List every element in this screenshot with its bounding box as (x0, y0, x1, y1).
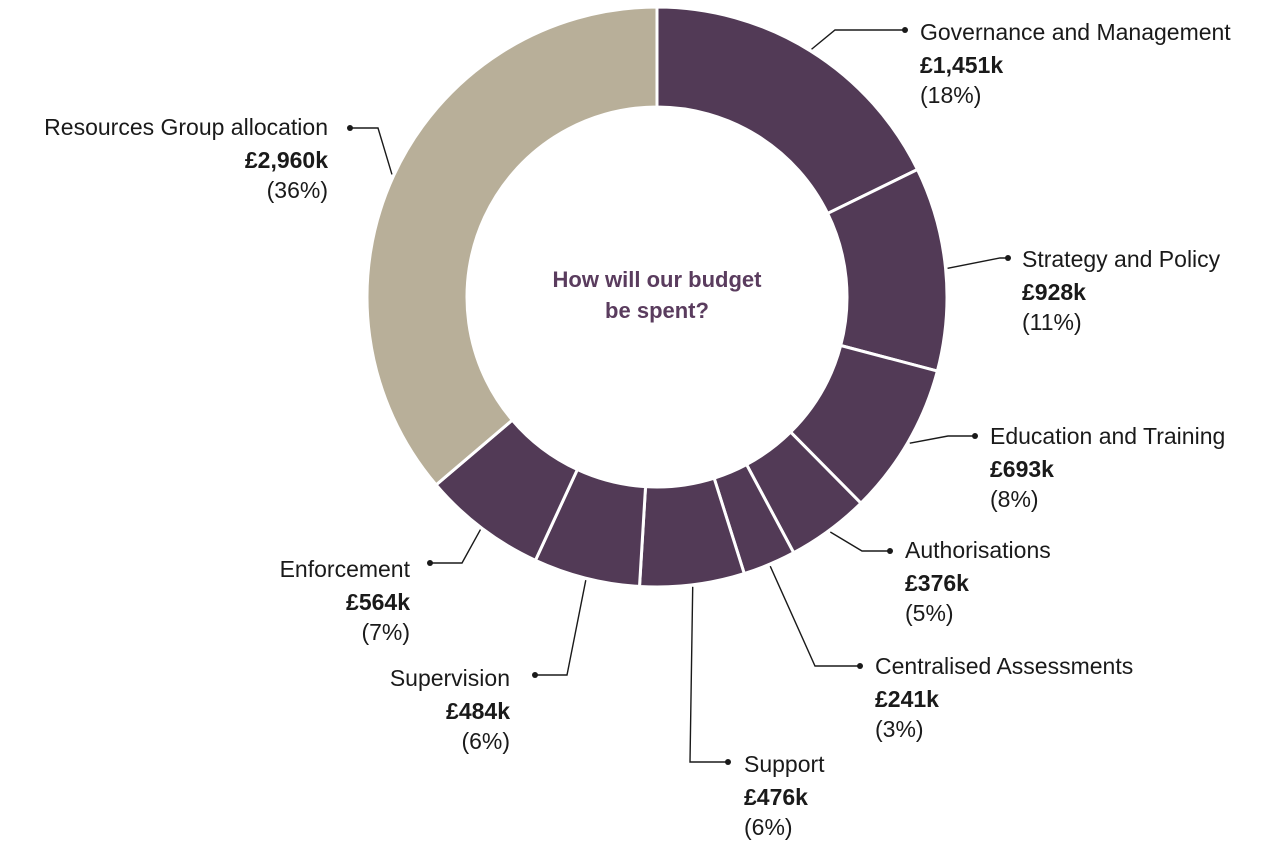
center-title-line-2: be spent? (605, 298, 709, 323)
slice-value-label: £476k (744, 784, 808, 810)
slice-percent-label: (6%) (744, 814, 793, 840)
center-title-line-1: How will our budget (553, 267, 763, 292)
leader-dot (972, 433, 978, 439)
leader-line (430, 529, 482, 564)
slice-percent-label: (7%) (361, 619, 410, 645)
slice-resources-group-allocation (365, 5, 659, 487)
slice-value-label: £928k (1022, 279, 1086, 305)
slice-value-label: £1,451k (920, 52, 1003, 78)
leader-dot (857, 663, 863, 669)
slice-percent-label: (8%) (990, 486, 1039, 512)
leader-dot (532, 672, 538, 678)
leader-line (811, 29, 905, 50)
leader-line (535, 580, 587, 676)
slice-governance-and-management (655, 5, 920, 216)
leader-dot (725, 759, 731, 765)
slice-value-label: £2,960k (245, 147, 328, 173)
slice-value-label: £693k (990, 456, 1054, 482)
slice-percent-label: (11%) (1022, 309, 1082, 335)
leader-line (909, 435, 975, 444)
slice-label: Supervision (390, 665, 510, 691)
slice-percent-label: (3%) (875, 716, 924, 742)
leader-dot (1005, 255, 1011, 261)
leader-line (947, 257, 1008, 269)
slice-label: Strategy and Policy (1022, 246, 1221, 272)
slice-label: Resources Group allocation (44, 114, 328, 140)
leader-dot (902, 27, 908, 33)
leader-line (350, 127, 393, 175)
slice-value-label: £564k (346, 589, 410, 615)
slice-label: Governance and Management (920, 19, 1231, 45)
slice-percent-label: (36%) (267, 177, 328, 203)
leader-line (829, 531, 890, 552)
slice-label: Centralised Assessments (875, 653, 1133, 679)
leader-line (769, 565, 860, 667)
slice-value-label: £376k (905, 570, 969, 596)
leader-dot (347, 125, 353, 131)
slice-percent-label: (5%) (905, 600, 954, 626)
slice-percent-label: (6%) (461, 728, 510, 754)
slice-label: Support (744, 751, 825, 777)
slice-value-label: £241k (875, 686, 939, 712)
leader-line (689, 586, 728, 763)
slice-value-label: £484k (446, 698, 510, 724)
slice-label: Authorisations (905, 537, 1051, 563)
slice-percent-label: (18%) (920, 82, 981, 108)
slice-label: Enforcement (280, 556, 411, 582)
slice-label: Education and Training (990, 423, 1225, 449)
leader-dot (427, 560, 433, 566)
leader-dot (887, 548, 893, 554)
